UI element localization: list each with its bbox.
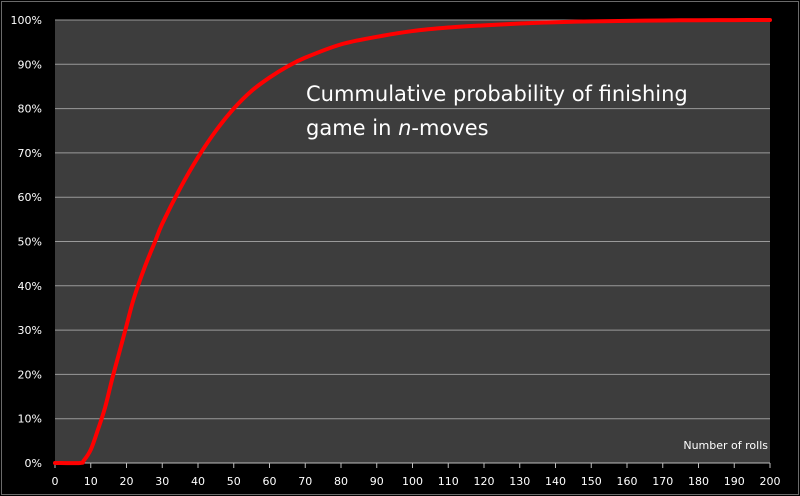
chart-title-line-2-prefix: game in <box>306 116 398 140</box>
y-tick-label: 40% <box>18 280 42 293</box>
x-tick-label: 150 <box>581 475 602 488</box>
y-tick-label: 90% <box>18 58 42 71</box>
x-tick-label: 90 <box>370 475 384 488</box>
x-tick-label: 170 <box>652 475 673 488</box>
y-axis-tick-labels: 0% 10% 20% 30% 40% 50% 60% 70% 80% 90% 100% <box>11 14 42 470</box>
x-tick-label: 30 <box>155 475 169 488</box>
chart-title-line-2: game in n-moves <box>306 116 489 140</box>
y-tick-label: 70% <box>18 147 42 160</box>
x-tick-label: 50 <box>227 475 241 488</box>
x-tick-label: 160 <box>617 475 638 488</box>
y-tick-label: 20% <box>18 368 42 381</box>
x-tick-label: 190 <box>724 475 745 488</box>
x-tick-label: 120 <box>474 475 495 488</box>
x-tick-label: 60 <box>263 475 277 488</box>
y-tick-label: 10% <box>18 413 42 426</box>
x-tick-label: 0 <box>52 475 59 488</box>
x-tick-label: 140 <box>545 475 566 488</box>
x-tick-label: 80 <box>334 475 348 488</box>
y-tick-label: 0% <box>25 457 42 470</box>
x-tick-label: 110 <box>438 475 459 488</box>
x-axis-tick-labels: 0 10 20 30 40 50 60 70 80 90 100 110 120 130 140 150 160… <box>52 463 781 488</box>
x-tick-label: 130 <box>509 475 530 488</box>
chart-title-line-1: Cummulative probability of finishing <box>306 82 688 106</box>
y-tick-label: 100% <box>11 14 42 27</box>
x-tick-label: 180 <box>688 475 709 488</box>
x-tick-label: 200 <box>760 475 781 488</box>
chart-title-line-2-suffix: -moves <box>411 116 488 140</box>
y-tick-label: 50% <box>18 236 42 249</box>
y-tick-label: 30% <box>18 324 42 337</box>
y-tick-label: 60% <box>18 191 42 204</box>
x-tick-label: 40 <box>191 475 205 488</box>
x-tick-label: 20 <box>120 475 134 488</box>
series-line-cumulative-probability <box>53 18 772 466</box>
y-tick-label: 80% <box>18 103 42 116</box>
x-tick-label: 100 <box>402 475 423 488</box>
chart-title-line-2-italic: n <box>398 116 411 140</box>
x-axis-label: Number of rolls <box>683 439 768 452</box>
x-tick-label: 10 <box>84 475 98 488</box>
x-tick-label: 70 <box>298 475 312 488</box>
